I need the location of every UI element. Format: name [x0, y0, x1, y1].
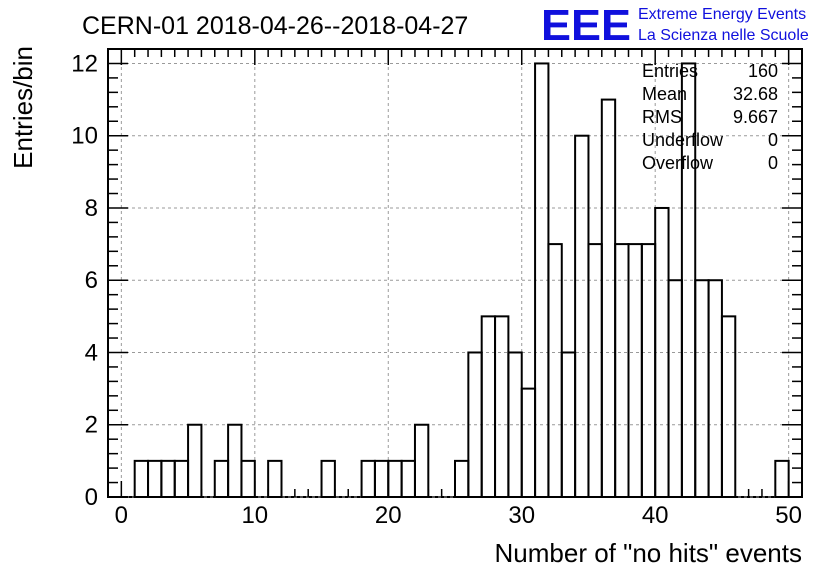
y-tick-label: 0 [85, 484, 98, 511]
stat-underflow-value: 0 [768, 130, 778, 150]
histogram-bar [213, 459, 230, 499]
tick-labels: 0 10 20 30 40 50 0 2 4 6 8 10 12 [71, 50, 802, 529]
histogram-bar [173, 459, 190, 499]
histogram-bar [694, 279, 710, 498]
axis-ticks [107, 48, 803, 498]
histogram-bar [627, 243, 643, 498]
chart-title: CERN-01 2018-04-26--2018-04-27 [82, 12, 468, 40]
logo-line1: Extreme Energy Events [638, 6, 806, 23]
logo-mark: EEE [541, 1, 631, 50]
histogram-bar [160, 459, 176, 499]
histogram-bar [547, 243, 563, 498]
histogram-bar [267, 459, 283, 499]
y-tick-label: 12 [71, 50, 98, 77]
y-tick-label: 6 [85, 267, 98, 294]
histogram-bar [454, 459, 470, 499]
x-tick-label: 30 [508, 502, 535, 529]
grid-lines [108, 49, 802, 498]
x-tick-label: 50 [775, 502, 802, 529]
histogram-bar [320, 459, 336, 499]
histogram-bars [133, 62, 790, 499]
y-tick-label: 4 [85, 339, 98, 366]
x-tick-label: 10 [241, 502, 268, 529]
histogram-bar [147, 459, 163, 499]
histogram-bar [387, 459, 403, 499]
eee-logo: EEE Extreme Energy Events La Scienza nel… [541, 1, 809, 50]
histogram-bar [720, 315, 737, 498]
y-tick-label: 10 [71, 123, 98, 150]
histogram-bar [774, 459, 790, 499]
y-tick-label: 8 [85, 195, 98, 222]
x-tick-label: 0 [115, 502, 128, 529]
stat-overflow-label: Overflow [642, 153, 714, 173]
stat-entries-value: 160 [748, 61, 778, 81]
stats-box: Entries 160 Mean 32.68 RMS 9.667 Underfl… [642, 61, 778, 173]
stat-rms-value: 9.667 [733, 107, 778, 127]
x-axis-label: Number of "no hits" events [495, 538, 803, 568]
histogram-bar [373, 459, 390, 499]
x-tick-label: 40 [642, 502, 669, 529]
stat-overflow-value: 0 [768, 153, 778, 173]
histogram-bar [614, 243, 630, 498]
histogram-bar [133, 459, 150, 499]
plot-frame [107, 48, 803, 498]
stat-mean-value: 32.68 [733, 84, 778, 104]
y-tick-label: 2 [85, 412, 98, 439]
histogram-bar [187, 423, 203, 499]
y-axis-label: Entries/bin [8, 46, 38, 169]
histogram-bar [494, 315, 510, 498]
histogram-bar [680, 62, 697, 499]
histogram-bar [413, 423, 430, 499]
histogram-bar [560, 351, 577, 498]
stat-mean-label: Mean [642, 84, 687, 104]
stat-underflow-label: Underflow [642, 130, 724, 150]
histogram-bar [227, 423, 243, 499]
histogram-bar [707, 279, 723, 498]
x-tick-label: 20 [375, 502, 402, 529]
histogram-bar [587, 243, 603, 498]
histogram-bar [600, 98, 617, 498]
histogram-bar [240, 459, 256, 499]
histogram-bar [520, 387, 537, 499]
stat-rms-label: RMS [642, 107, 682, 127]
histogram-bar [640, 243, 657, 498]
stat-entries-label: Entries [642, 61, 698, 81]
histogram-bar [667, 279, 683, 498]
histogram-bar [360, 459, 376, 499]
histogram-bar [400, 459, 416, 499]
logo-line2: La Scienza nelle Scuole [638, 27, 809, 44]
histogram-bar [480, 315, 497, 498]
histogram-bar [574, 134, 590, 498]
